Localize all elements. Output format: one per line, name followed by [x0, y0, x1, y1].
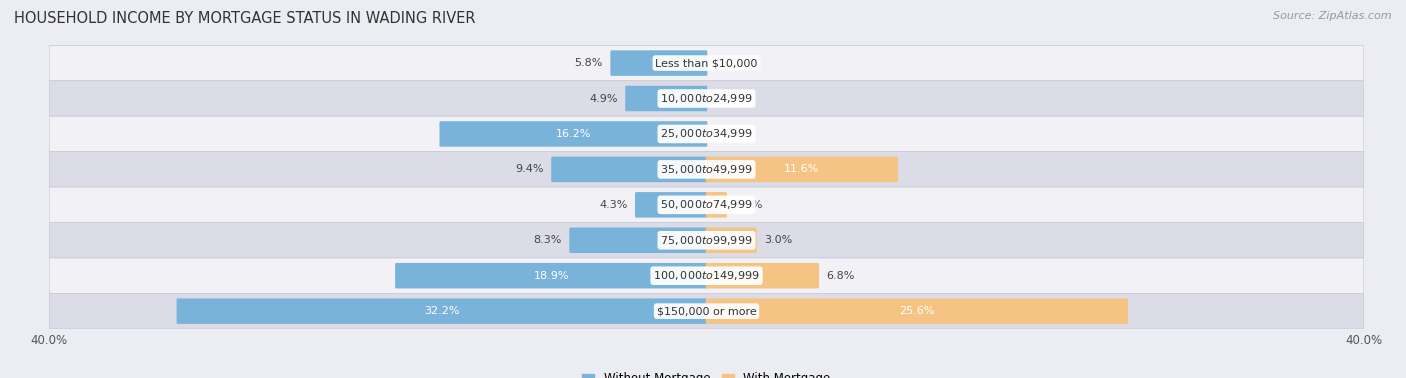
- FancyBboxPatch shape: [49, 223, 1364, 258]
- Text: $75,000 to $99,999: $75,000 to $99,999: [661, 234, 752, 247]
- FancyBboxPatch shape: [610, 50, 707, 76]
- FancyBboxPatch shape: [569, 228, 707, 253]
- Text: 18.9%: 18.9%: [533, 271, 569, 281]
- Legend: Without Mortgage, With Mortgage: Without Mortgage, With Mortgage: [582, 372, 831, 378]
- FancyBboxPatch shape: [706, 298, 1128, 324]
- FancyBboxPatch shape: [49, 258, 1364, 293]
- Text: $10,000 to $24,999: $10,000 to $24,999: [661, 92, 752, 105]
- FancyBboxPatch shape: [706, 228, 756, 253]
- Text: 9.4%: 9.4%: [516, 164, 544, 174]
- Text: 6.8%: 6.8%: [827, 271, 855, 281]
- FancyBboxPatch shape: [49, 116, 1364, 152]
- Text: 8.3%: 8.3%: [533, 235, 562, 245]
- Text: 3.0%: 3.0%: [763, 235, 792, 245]
- Text: 4.3%: 4.3%: [599, 200, 627, 210]
- Text: $25,000 to $34,999: $25,000 to $34,999: [661, 127, 752, 141]
- FancyBboxPatch shape: [636, 192, 707, 218]
- Text: 16.2%: 16.2%: [555, 129, 591, 139]
- FancyBboxPatch shape: [395, 263, 707, 288]
- FancyBboxPatch shape: [551, 156, 707, 182]
- Text: 25.6%: 25.6%: [900, 306, 935, 316]
- Text: 11.6%: 11.6%: [785, 164, 820, 174]
- FancyBboxPatch shape: [706, 156, 898, 182]
- Text: 0.0%: 0.0%: [714, 129, 742, 139]
- FancyBboxPatch shape: [49, 152, 1364, 187]
- Text: HOUSEHOLD INCOME BY MORTGAGE STATUS IN WADING RIVER: HOUSEHOLD INCOME BY MORTGAGE STATUS IN W…: [14, 11, 475, 26]
- Text: 5.8%: 5.8%: [575, 58, 603, 68]
- FancyBboxPatch shape: [49, 45, 1364, 81]
- Text: 1.2%: 1.2%: [734, 200, 763, 210]
- FancyBboxPatch shape: [49, 187, 1364, 223]
- Text: Less than $10,000: Less than $10,000: [655, 58, 758, 68]
- FancyBboxPatch shape: [706, 192, 727, 218]
- Text: $150,000 or more: $150,000 or more: [657, 306, 756, 316]
- FancyBboxPatch shape: [440, 121, 707, 147]
- FancyBboxPatch shape: [706, 263, 820, 288]
- FancyBboxPatch shape: [49, 81, 1364, 116]
- Text: $100,000 to $149,999: $100,000 to $149,999: [654, 269, 759, 282]
- Text: 32.2%: 32.2%: [425, 306, 460, 316]
- Text: 0.0%: 0.0%: [714, 93, 742, 104]
- Text: 4.9%: 4.9%: [589, 93, 617, 104]
- Text: $35,000 to $49,999: $35,000 to $49,999: [661, 163, 752, 176]
- FancyBboxPatch shape: [177, 298, 707, 324]
- Text: 0.0%: 0.0%: [714, 58, 742, 68]
- FancyBboxPatch shape: [626, 86, 707, 111]
- FancyBboxPatch shape: [49, 293, 1364, 329]
- Text: Source: ZipAtlas.com: Source: ZipAtlas.com: [1274, 11, 1392, 21]
- Text: $50,000 to $74,999: $50,000 to $74,999: [661, 198, 752, 211]
